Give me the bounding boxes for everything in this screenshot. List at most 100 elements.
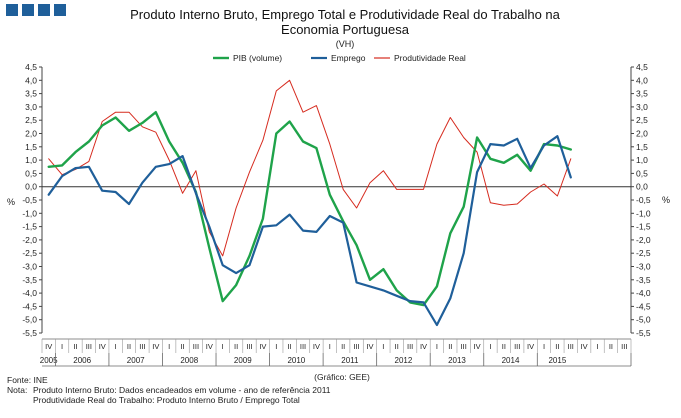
- quarter-label: I: [275, 342, 277, 351]
- quarter-label: IV: [45, 342, 52, 351]
- quarter-label: IV: [259, 342, 266, 351]
- y-tick-label-right: 3,0: [636, 102, 648, 112]
- quarter-label: II: [234, 342, 238, 351]
- quarter-label: I: [489, 342, 491, 351]
- y-tick-label-left: -3,0: [22, 262, 37, 272]
- y-tick-label-right: 2,5: [636, 115, 648, 125]
- chart-title-line2: Economia Portuguesa: [281, 22, 410, 37]
- quarter-label: I: [436, 342, 438, 351]
- quarter-label: IV: [527, 342, 534, 351]
- chart-title-line1: Produto Interno Bruto, Emprego Total e P…: [130, 7, 561, 22]
- quarter-label: IV: [366, 342, 373, 351]
- quarter-label: II: [395, 342, 399, 351]
- quarter-label: IV: [152, 342, 159, 351]
- y-tick-label-left: 1,5: [25, 142, 37, 152]
- y-tick-label-left: 3,5: [25, 89, 37, 99]
- y-tick-label-right: 2,0: [636, 129, 648, 139]
- year-label: 2007: [127, 356, 145, 365]
- y-tick-label-left: -1,0: [22, 208, 37, 218]
- quarter-label: IV: [420, 342, 427, 351]
- quarter-label: II: [73, 342, 77, 351]
- note-line-gdp: Produto Interno Bruto: Dados encadeados …: [33, 385, 331, 395]
- logo-block: [22, 4, 34, 16]
- quarter-label: II: [609, 342, 613, 351]
- quarter-label: IV: [581, 342, 588, 351]
- chart-subtitle: (VH): [336, 39, 355, 49]
- year-label: 2006: [73, 356, 91, 365]
- legend-label-produtividade-real: Produtividade Real: [394, 53, 466, 63]
- y-tick-label-left: 2,5: [25, 115, 37, 125]
- series-line-emprego: [47, 135, 572, 327]
- quarter-label: II: [555, 342, 559, 351]
- y-tick-label-right: -3,5: [636, 275, 651, 285]
- year-label: 2012: [395, 356, 413, 365]
- year-label: 2010: [287, 356, 305, 365]
- y-tick-label-left: -2,5: [22, 248, 37, 258]
- y-tick-label-left: -1,5: [22, 222, 37, 232]
- y-tick-label-left: 4,0: [25, 75, 37, 85]
- y-tick-label-left: 3,0: [25, 102, 37, 112]
- quarter-label: IV: [99, 342, 106, 351]
- quarter-label: I: [329, 342, 331, 351]
- quarter-label: II: [288, 342, 292, 351]
- year-label: 2005: [40, 356, 58, 365]
- quarter-label: IV: [313, 342, 320, 351]
- note-line-productivity: Produtividade Real do Trabalho: Produto …: [33, 395, 300, 405]
- y-tick-label-right: 3,5: [636, 89, 648, 99]
- quarter-label: III: [193, 342, 199, 351]
- y-tick-label-right: -1,0: [636, 208, 651, 218]
- y-tick-label-left: -5,5: [22, 328, 37, 338]
- logo-block: [38, 4, 50, 16]
- year-label: 2014: [502, 356, 520, 365]
- y-tick-label-left: -4,5: [22, 301, 37, 311]
- y-axis-label-left: %: [7, 197, 15, 207]
- quarter-label: I: [596, 342, 598, 351]
- y-tick-label-right: -2,5: [636, 248, 651, 258]
- quarter-label: III: [86, 342, 92, 351]
- quarter-label: I: [543, 342, 545, 351]
- y-tick-label-right: 1,5: [636, 142, 648, 152]
- y-tick-label-left: 0,5: [25, 168, 37, 178]
- y-tick-label-right: -4,5: [636, 301, 651, 311]
- series-line-produtividade-real: [48, 79, 572, 257]
- y-tick-label-right: 0,0: [636, 182, 648, 192]
- quarter-label: IV: [474, 342, 481, 351]
- plot-area: 4,5 4,5 4,0 4,0 3,5 3,5 3,0 3,0 2,5 2,5 2,0 2,0 1,5 1…: [22, 62, 651, 367]
- y-axis-label-right: %: [662, 195, 670, 205]
- quarter-label: I: [61, 342, 63, 351]
- y-tick-label-left: 4,5: [25, 62, 37, 72]
- y-tick-label-right: -3,0: [636, 262, 651, 272]
- year-label: 2011: [341, 356, 359, 365]
- quarter-label: III: [621, 342, 627, 351]
- y-tick-label-left: -5,0: [22, 315, 37, 325]
- quarter-label: III: [514, 342, 520, 351]
- quarter-label: III: [300, 342, 306, 351]
- year-label: 2013: [448, 356, 466, 365]
- quarter-label: III: [139, 342, 145, 351]
- y-tick-label-right: -2,0: [636, 235, 651, 245]
- quarter-label: III: [568, 342, 574, 351]
- quarter-label: I: [382, 342, 384, 351]
- year-label: 2008: [180, 356, 198, 365]
- quarter-label: I: [222, 342, 224, 351]
- quarter-label: IV: [206, 342, 213, 351]
- y-tick-label-left: -2,0: [22, 235, 37, 245]
- legend: PIB (volume) Emprego Produtividade Real: [213, 53, 466, 63]
- quarter-label: II: [180, 342, 184, 351]
- quarter-label: III: [353, 342, 359, 351]
- year-label: 2015: [548, 356, 566, 365]
- y-tick-label-left: -4,0: [22, 288, 37, 298]
- y-tick-label-left: 0,0: [25, 182, 37, 192]
- source-note: Fonte: INE: [7, 375, 48, 385]
- logo-block: [54, 4, 66, 16]
- quarter-label: II: [502, 342, 506, 351]
- y-tick-label-left: -0,5: [22, 195, 37, 205]
- y-tick-label-right: -4,0: [636, 288, 651, 298]
- year-label: 2009: [234, 356, 252, 365]
- quarter-label: III: [246, 342, 252, 351]
- y-tick-label-left: 2,0: [25, 129, 37, 139]
- legend-label-pib-volume: PIB (volume): [233, 53, 282, 63]
- y-tick-label-right: -5,5: [636, 328, 651, 338]
- quarter-label: I: [115, 342, 117, 351]
